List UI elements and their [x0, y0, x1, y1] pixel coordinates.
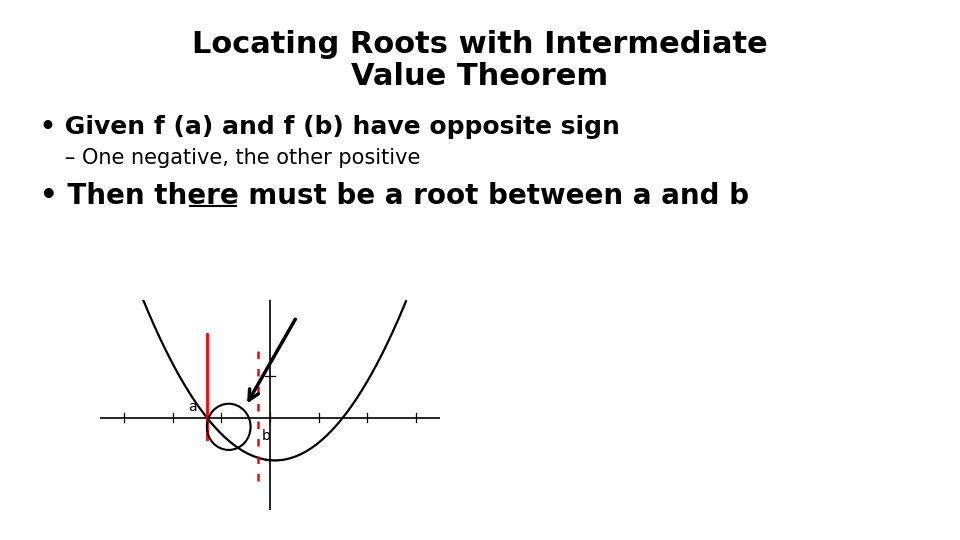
Text: • Given f (a) and f (b) have opposite sign: • Given f (a) and f (b) have opposite si… [40, 115, 620, 139]
Text: b: b [262, 429, 271, 443]
Text: Locating Roots with Intermediate: Locating Roots with Intermediate [192, 30, 768, 59]
Text: – One negative, the other positive: – One negative, the other positive [65, 148, 420, 168]
Text: Value Theorem: Value Theorem [351, 62, 609, 91]
Text: a: a [188, 400, 197, 414]
Text: • Then there must be a root between a and b: • Then there must be a root between a an… [40, 182, 749, 210]
